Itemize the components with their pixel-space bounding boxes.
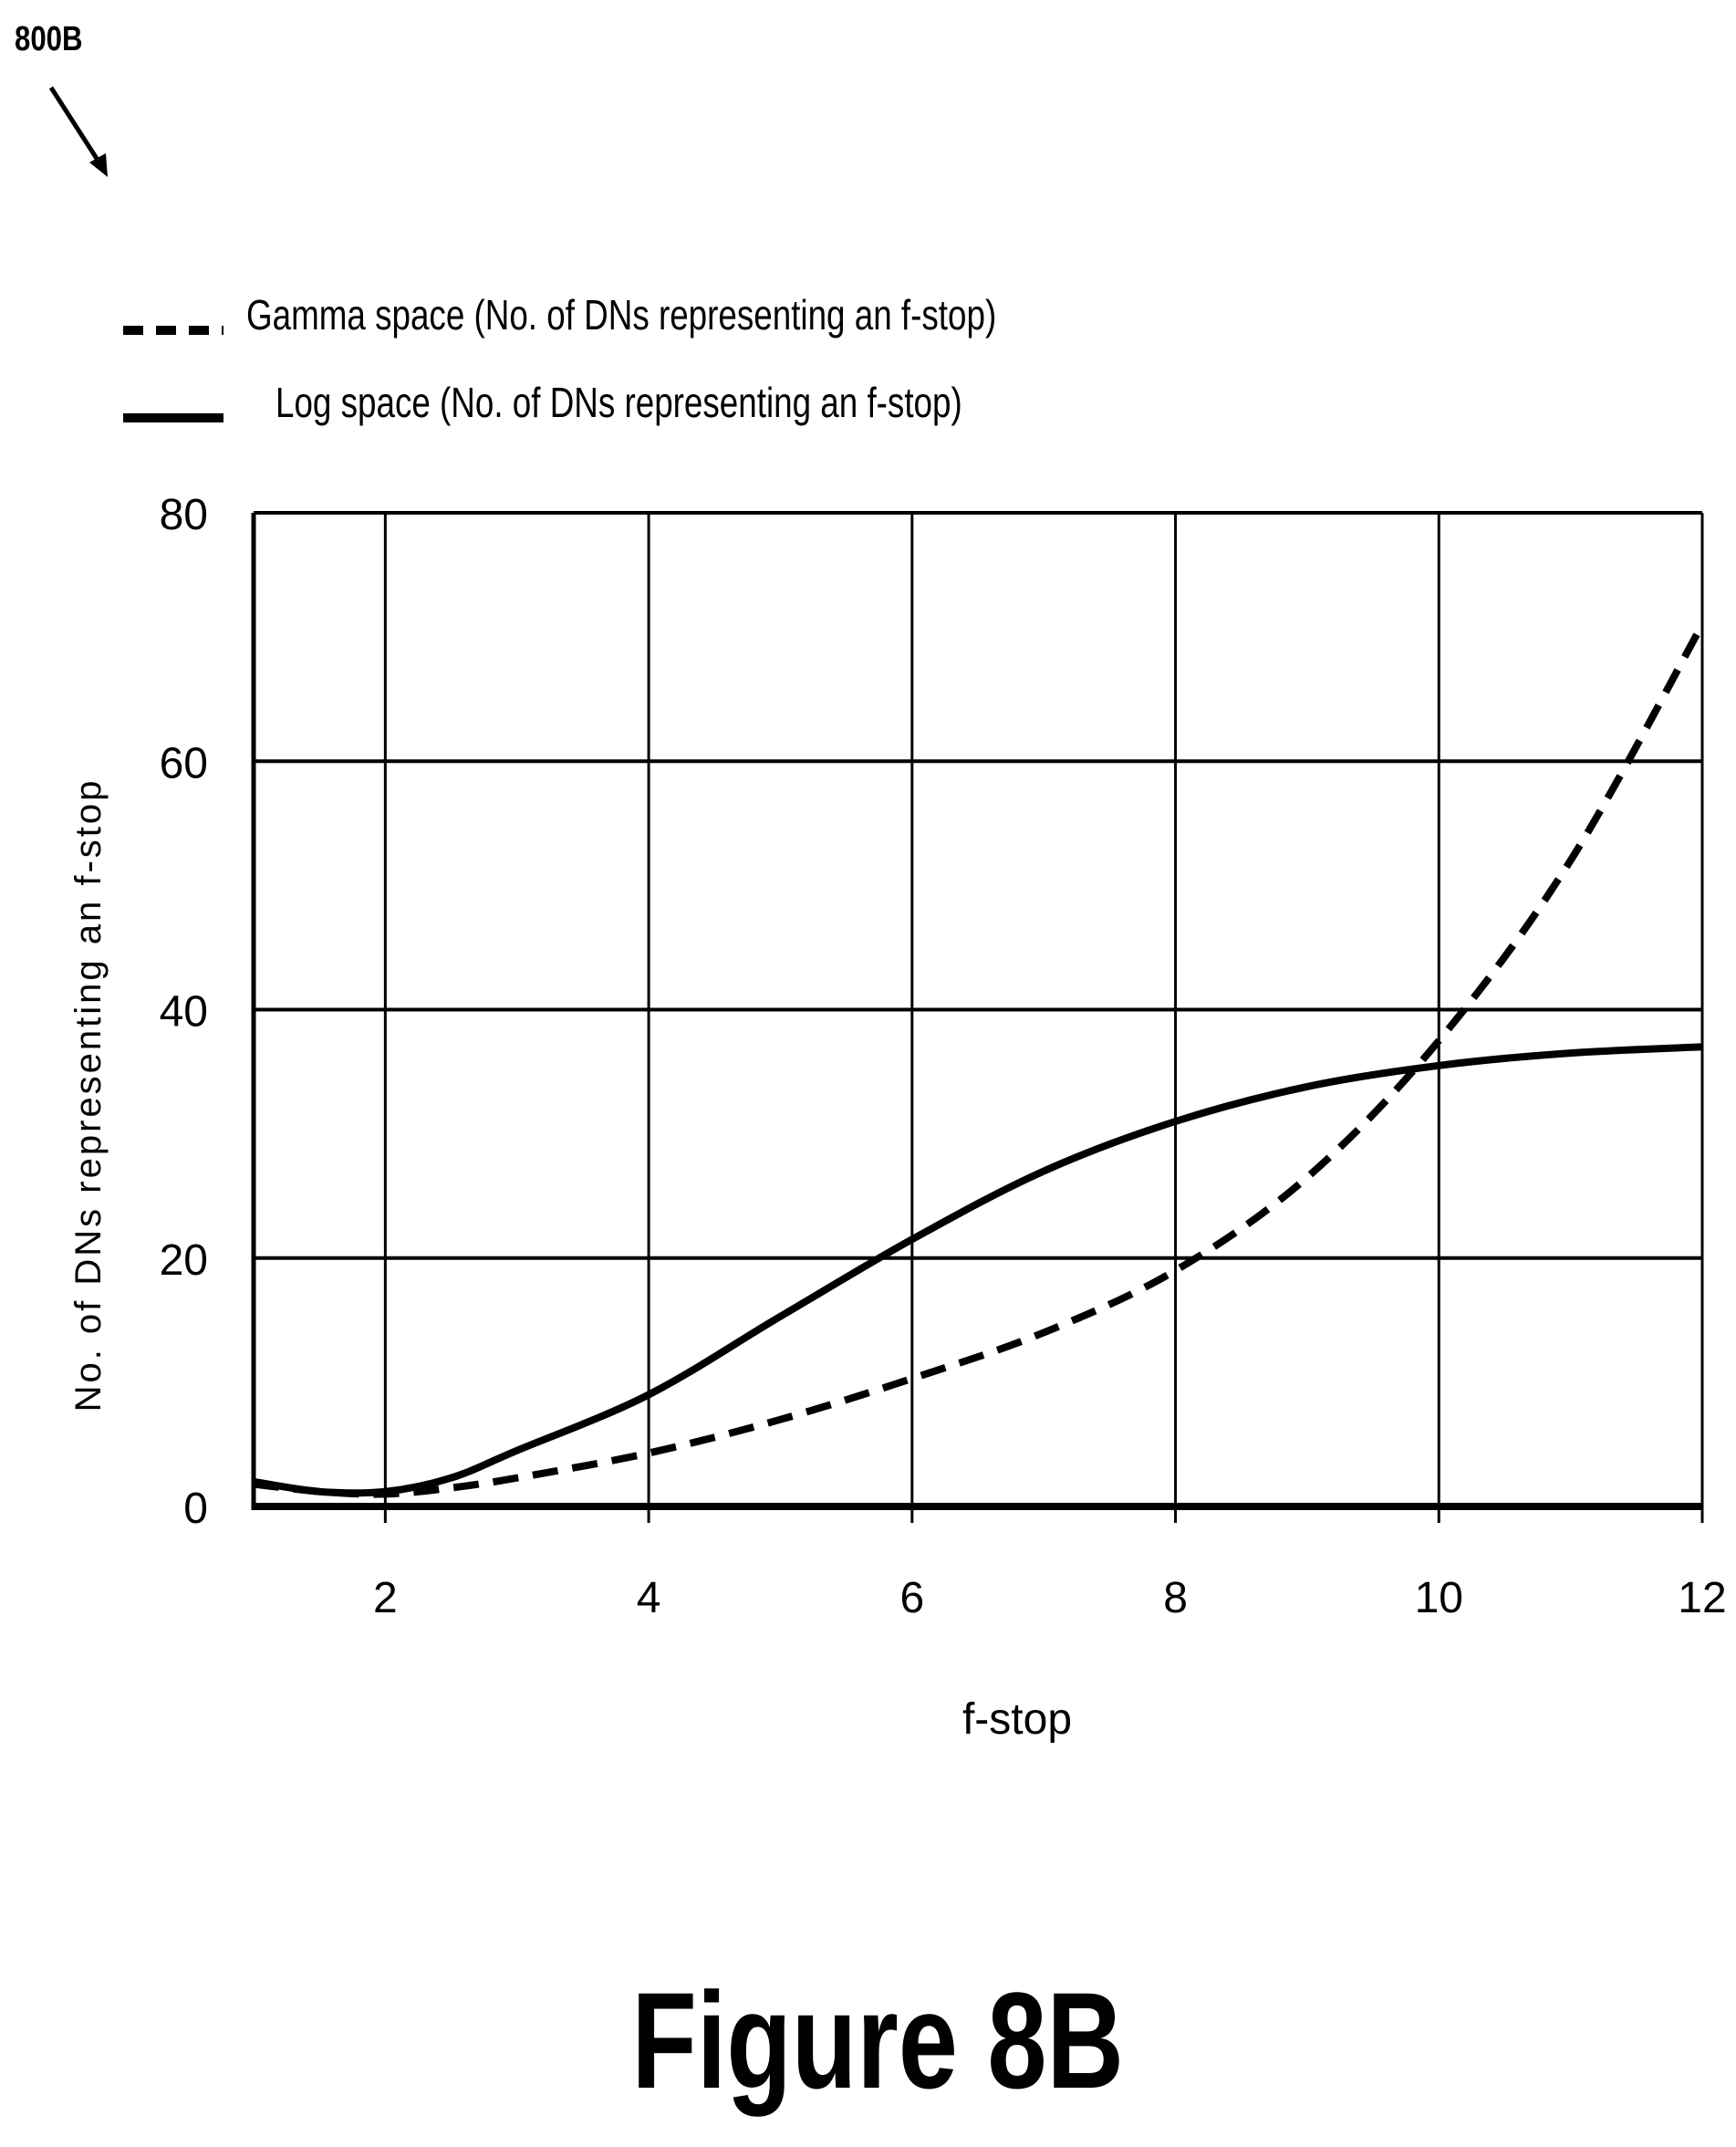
- legend-label-gamma: Gamma space (No. of DNs representing an …: [246, 291, 997, 339]
- figure-caption: Figure 8B: [631, 1964, 1124, 2117]
- solid-line-swatch-icon: [123, 413, 223, 422]
- series-line-gamma-space: [253, 622, 1706, 1498]
- x-tick-label-10: 10: [1415, 1574, 1463, 1622]
- x-tick-label-8: 8: [1163, 1574, 1188, 1622]
- x-tick-label-12: 12: [1678, 1574, 1726, 1622]
- reference-arrow-icon: [48, 86, 108, 177]
- y-tick-label-20: 20: [160, 1236, 208, 1285]
- y-axis-title: No. of DNs representing an f-stop: [68, 778, 109, 1412]
- y-tick-label-60: 60: [160, 739, 208, 787]
- y-tick-label-0: 0: [183, 1485, 208, 1533]
- line-chart: 0 20 40 60 80 2 4 6 8 10 12 f-stop No. of DNs repres…: [68, 491, 1727, 1744]
- x-axis-title: f-stop: [962, 1695, 1072, 1744]
- y-tick-label-80: 80: [160, 491, 208, 539]
- x-tick-label-4: 4: [637, 1574, 661, 1622]
- dashed-line-swatch-icon: [123, 326, 223, 335]
- x-tick-label-2: 2: [373, 1574, 398, 1622]
- x-tick-label-6: 6: [899, 1574, 924, 1622]
- legend-label-log: Log space (No. of DNs representing an f-…: [275, 379, 962, 426]
- series-line-log-space: [253, 1043, 1703, 1497]
- figure-reference-label: 800B: [15, 20, 83, 58]
- grid-lines: [251, 511, 1704, 1523]
- y-tick-label-40: 40: [160, 988, 208, 1037]
